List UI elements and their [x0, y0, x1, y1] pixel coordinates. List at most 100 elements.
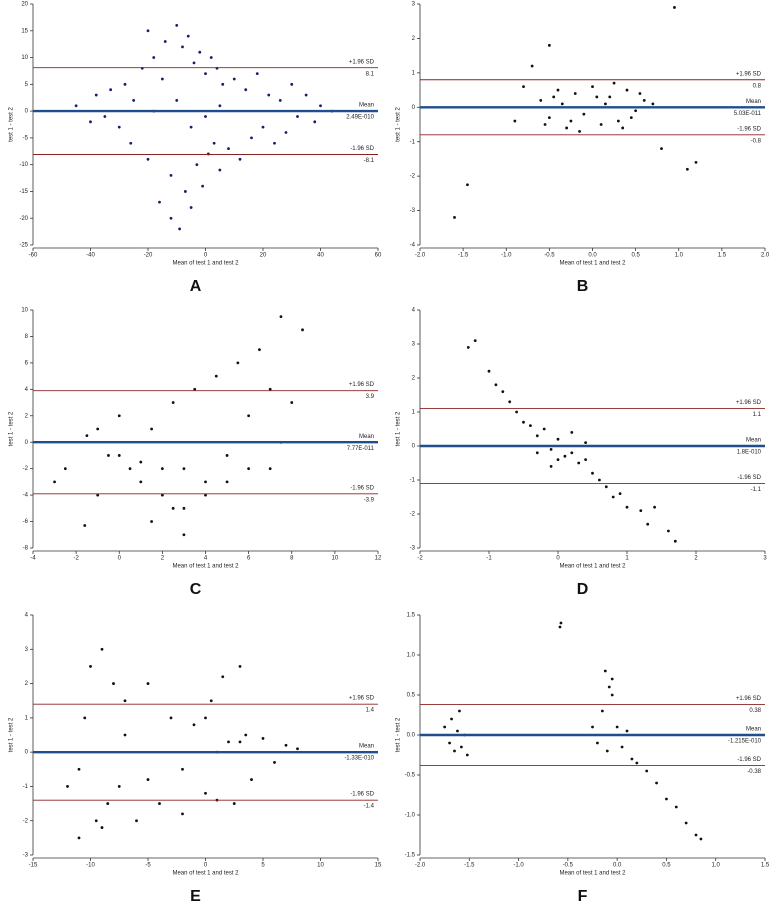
point	[244, 733, 248, 737]
point	[618, 492, 622, 495]
point	[160, 467, 164, 471]
y-tick-label: 8	[25, 334, 29, 340]
line-value-label: 5.03E-011	[734, 111, 762, 117]
point	[547, 43, 551, 47]
x-tick-label: 1.5	[761, 863, 770, 869]
x-tick-label: -5	[145, 863, 151, 869]
panel-label: A	[190, 278, 202, 295]
line-name: -1.96 SD	[350, 485, 374, 491]
point	[221, 82, 225, 86]
point	[547, 116, 551, 120]
point	[146, 157, 150, 161]
x-tick-label: -0.5	[544, 253, 555, 259]
point	[443, 725, 447, 729]
line-name: -1.96 SD	[737, 126, 761, 132]
point	[250, 136, 253, 140]
y-tick-label: 3	[412, 342, 416, 348]
point	[171, 401, 175, 404]
point	[630, 757, 634, 761]
x-tick-label: 5	[261, 863, 265, 869]
x-tick-label: 0.0	[613, 863, 622, 869]
point	[89, 665, 92, 668]
y-tick-label: 5	[25, 82, 29, 88]
point	[673, 539, 677, 543]
point	[645, 769, 649, 773]
point	[106, 802, 110, 805]
x-tick-label: -0.5	[563, 863, 574, 869]
point	[607, 685, 611, 689]
x-tick-label: -2.0	[415, 863, 426, 869]
x-tick-label: 1	[625, 556, 629, 562]
point	[508, 400, 512, 404]
point	[655, 781, 658, 785]
point	[218, 168, 222, 172]
x-axis-label: Mean of test 1 and test 2	[172, 871, 239, 877]
y-tick-label: -25	[19, 243, 28, 249]
point	[608, 95, 612, 99]
point	[596, 741, 599, 745]
y-tick-label: 1	[25, 715, 29, 721]
point	[232, 802, 236, 805]
x-tick-label: -20	[144, 253, 153, 259]
point	[117, 785, 121, 788]
x-tick-label: -15	[29, 863, 38, 869]
point	[448, 741, 451, 745]
point	[450, 717, 453, 721]
point	[599, 123, 603, 126]
x-tick-label: 20	[260, 253, 267, 259]
point	[244, 88, 248, 92]
point	[513, 119, 517, 123]
x-tick-label: 3	[763, 556, 767, 562]
point	[549, 448, 553, 451]
line-name: +1.96 SD	[349, 696, 375, 702]
point	[591, 471, 594, 475]
y-tick-label: -2	[410, 174, 416, 180]
point	[674, 805, 678, 809]
x-tick-label: -2.0	[415, 253, 426, 259]
point	[456, 729, 459, 733]
point	[225, 480, 229, 484]
point	[212, 141, 216, 145]
line-name: Mean	[746, 99, 761, 105]
x-tick-label: -1.5	[458, 253, 469, 259]
point	[584, 458, 587, 461]
point	[558, 625, 562, 629]
y-tick-label: 0.0	[407, 733, 416, 739]
y-tick-label: 6	[25, 360, 29, 366]
x-tick-label: 4	[204, 556, 208, 562]
point	[319, 104, 322, 108]
y-tick-label: -4	[23, 493, 29, 499]
y-tick-label: -1	[23, 784, 29, 790]
y-axis-label: test 1 - test 2	[396, 106, 402, 141]
panel-label: F	[578, 888, 588, 905]
line-name: +1.96 SD	[349, 59, 375, 65]
point	[615, 725, 619, 729]
point	[501, 390, 505, 393]
y-tick-label: -2	[23, 466, 29, 472]
point	[83, 524, 87, 527]
x-tick-label: 0	[118, 556, 122, 562]
y-tick-label: 15	[21, 28, 28, 34]
point	[563, 454, 567, 458]
point	[667, 529, 670, 533]
point	[556, 437, 560, 441]
line-value-label: 3.9	[366, 394, 375, 400]
x-tick-label: 2.0	[761, 253, 770, 259]
line-value-label: 2.49E-010	[346, 115, 374, 121]
point	[539, 99, 543, 102]
point	[152, 56, 156, 59]
point	[123, 733, 127, 737]
point	[268, 467, 272, 471]
point	[227, 740, 230, 744]
y-tick-label: 0	[25, 750, 29, 756]
point	[158, 802, 161, 805]
y-tick-label: 0	[25, 109, 29, 115]
point	[77, 836, 81, 840]
point	[559, 621, 563, 625]
y-tick-label: 1	[412, 70, 416, 76]
point	[465, 753, 469, 757]
point	[139, 480, 143, 484]
x-tick-label: 0	[204, 863, 208, 869]
line-value-label: -1.4	[364, 804, 375, 810]
